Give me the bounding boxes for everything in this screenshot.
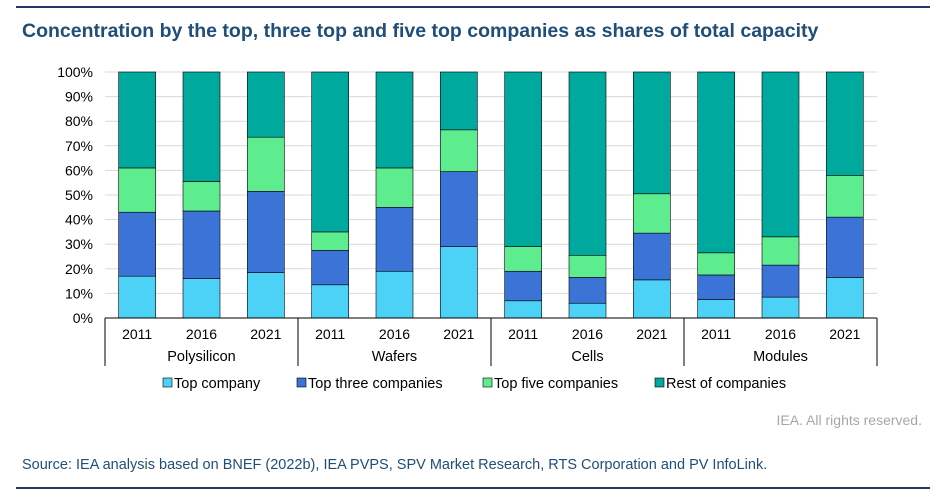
y-tick-label: 60%	[65, 162, 93, 178]
bar-segment	[182, 210, 221, 279]
x-tick-label: 2016	[186, 326, 217, 342]
bar-segment	[633, 232, 671, 281]
bar-segment	[761, 264, 800, 298]
y-tick-label: 0%	[73, 310, 93, 326]
bottom-rule	[16, 487, 930, 489]
bar-segment	[633, 193, 671, 234]
legend-swatch	[482, 377, 493, 388]
bar-segment	[826, 277, 864, 319]
y-tick-label: 100%	[57, 64, 93, 80]
bar-segment	[247, 71, 285, 138]
bar-segment	[375, 71, 414, 169]
x-tick-label: 2011	[508, 326, 538, 342]
bar-segment	[504, 246, 542, 272]
group-label: Modules	[753, 349, 808, 365]
bar-segment	[440, 246, 478, 319]
top-rule	[16, 6, 930, 8]
bar-segment	[504, 300, 542, 319]
legend-label: Top three companies	[308, 376, 443, 392]
y-tick-label: 30%	[65, 236, 93, 252]
bar-segment	[761, 71, 800, 238]
bar-segment	[697, 252, 735, 276]
y-tick-label: 20%	[65, 261, 93, 277]
x-tick-label: 2016	[572, 326, 603, 342]
legend-label: Rest of companies	[666, 376, 786, 392]
legend-label: Top company	[174, 376, 261, 392]
bar-segment	[440, 129, 478, 172]
source-note: Source: IEA analysis based on BNEF (2022…	[22, 457, 768, 473]
bar-segment	[182, 181, 221, 212]
bar-segment	[568, 254, 607, 278]
bar-segment	[311, 231, 349, 251]
bar-segment	[182, 278, 221, 319]
group-label: Wafers	[372, 349, 417, 365]
bar-segment	[311, 71, 349, 233]
bar-segment	[568, 71, 607, 256]
x-tick-label: 2016	[765, 326, 796, 342]
bar-segment	[311, 284, 349, 319]
bar-segment	[375, 167, 414, 208]
x-tick-label: 2021	[829, 326, 860, 342]
bar-segment	[440, 71, 478, 131]
y-tick-label: 70%	[65, 138, 93, 154]
bar-segment	[440, 171, 478, 247]
bar-segment	[375, 270, 414, 319]
group-label: Cells	[571, 349, 603, 365]
chart-title: Concentration by the top, three top and …	[22, 20, 819, 42]
bar-segment	[182, 71, 221, 182]
bar-segment	[697, 71, 735, 254]
bar-segment	[118, 211, 156, 277]
y-tick-label: 10%	[65, 285, 93, 301]
bar-segment	[118, 275, 156, 319]
y-tick-label: 90%	[65, 89, 93, 105]
bar-segment	[761, 236, 800, 266]
x-tick-label: 2011	[315, 326, 345, 342]
bar-segment	[697, 274, 735, 300]
rights-notice: IEA. All rights reserved.	[776, 412, 922, 428]
bar-segment	[826, 216, 864, 278]
bar-segment	[247, 272, 285, 319]
y-tick-label: 40%	[65, 212, 93, 228]
legend-label: Top five companies	[494, 376, 618, 392]
x-tick-label: 2021	[636, 326, 667, 342]
bar-segment	[311, 250, 349, 286]
y-tick-label: 50%	[65, 187, 93, 203]
legend-swatch	[654, 377, 665, 388]
x-tick-label: 2011	[701, 326, 731, 342]
x-tick-label: 2011	[122, 326, 152, 342]
bar-segment	[247, 191, 285, 273]
legend-swatch	[296, 377, 307, 388]
bar-segment	[633, 279, 671, 319]
bar-segment	[633, 71, 671, 195]
bar-segment	[375, 207, 414, 272]
bar-segment	[118, 71, 156, 169]
x-tick-label: 2021	[443, 326, 474, 342]
x-tick-label: 2021	[250, 326, 281, 342]
bar-segment	[826, 71, 864, 176]
bar-segment	[247, 136, 285, 192]
bar-segment	[568, 302, 607, 319]
bar-segment	[697, 299, 735, 319]
stacked-bar-chart: 0% 10% 20% 30% 40% 50% 60% 70% 80% 90% 100% 2011 201…	[57, 64, 878, 392]
group-label: Polysilicon	[167, 349, 236, 365]
bar-segment	[826, 175, 864, 218]
bar-segment	[118, 167, 156, 213]
bar-segment	[761, 296, 800, 319]
y-tick-label: 80%	[65, 113, 93, 129]
bar-segment	[504, 270, 542, 302]
x-tick-label: 2016	[379, 326, 410, 342]
bar-segment	[568, 277, 607, 304]
legend-swatch	[162, 377, 173, 388]
bar-segment	[504, 71, 542, 247]
